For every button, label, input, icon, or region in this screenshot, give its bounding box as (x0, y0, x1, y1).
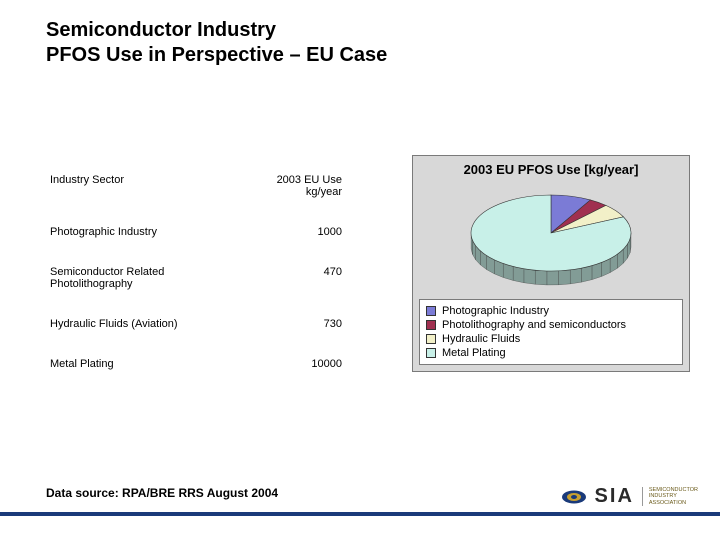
data-table: Industry Sector 2003 EU Use kg/year Phot… (46, 160, 346, 384)
table-row: Hydraulic Fluids (Aviation) 730 (46, 304, 346, 344)
table-row: Photographic Industry 1000 (46, 212, 346, 252)
legend-item: Metal Plating (426, 346, 676, 360)
legend-swatch (426, 320, 436, 330)
cell-value: 730 (241, 304, 346, 344)
legend-swatch (426, 348, 436, 358)
footer-source: Data source: RPA/BRE RRS August 2004 (46, 486, 278, 500)
footer-bar (0, 512, 720, 516)
col-header-sector: Industry Sector (46, 160, 241, 212)
legend-swatch (426, 306, 436, 316)
pie-chart-panel: 2003 EU PFOS Use [kg/year] Photographic … (412, 155, 690, 372)
cell-value: 10000 (241, 344, 346, 384)
legend-label: Photographic Industry (442, 305, 549, 317)
legend-item: Hydraulic Fluids (426, 332, 676, 346)
table-row: Semiconductor Related Photolithography 4… (46, 252, 346, 304)
title-line-1: Semiconductor Industry (46, 19, 276, 41)
title-line-2: PFOS Use in Perspective – EU Case (46, 44, 387, 66)
table-row: Metal Plating 10000 (46, 344, 346, 384)
cell-value: 1000 (241, 212, 346, 252)
chart-legend: Photographic Industry Photolithography an… (419, 299, 683, 365)
sia-eye-icon (561, 489, 587, 505)
cell-label: Semiconductor Related Photolithography (46, 252, 241, 304)
legend-label: Hydraulic Fluids (442, 333, 520, 345)
cell-value: 470 (241, 252, 346, 304)
legend-swatch (426, 334, 436, 344)
cell-label: Hydraulic Fluids (Aviation) (46, 304, 241, 344)
sia-logo-subtitle: SEMICONDUCTOR INDUSTRY ASSOCIATION (642, 487, 698, 505)
legend-item: Photolithography and semiconductors (426, 318, 676, 332)
pie-chart (419, 183, 683, 293)
cell-label: Metal Plating (46, 344, 241, 384)
col-header-value: 2003 EU Use kg/year (241, 160, 346, 212)
pie-svg (446, 183, 656, 293)
legend-label: Photolithography and semiconductors (442, 319, 626, 331)
cell-label: Photographic Industry (46, 212, 241, 252)
chart-title: 2003 EU PFOS Use [kg/year] (419, 162, 683, 177)
sia-logo-text: SIA (595, 485, 634, 508)
legend-label: Metal Plating (442, 347, 506, 359)
legend-item: Photographic Industry (426, 304, 676, 318)
slide-title: Semiconductor Industry PFOS Use in Persp… (46, 18, 387, 68)
sia-logo: SIA SEMICONDUCTOR INDUSTRY ASSOCIATION (561, 485, 698, 508)
